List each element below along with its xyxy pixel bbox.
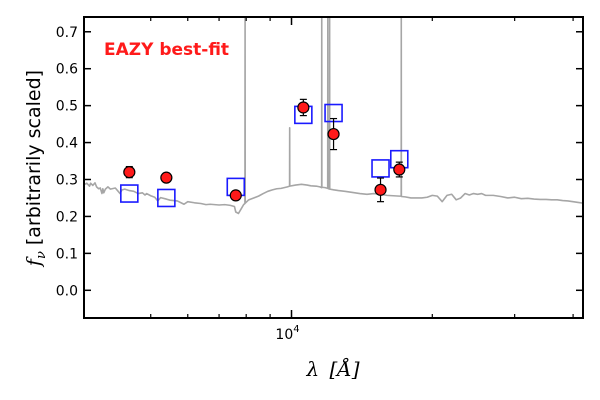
observed-point-5 <box>327 127 340 141</box>
y-axis-text: [arbitrarily scaled] <box>23 70 45 245</box>
y-tick-label-6: 0.6 <box>56 62 78 78</box>
y-tick-label-3: 0.3 <box>56 173 78 189</box>
x-axis-symbol: λ <box>305 357 319 381</box>
y-axis-label: fν [arbitrarily scaled] <box>23 70 49 268</box>
observed-point-6 <box>374 183 387 196</box>
fit-annotation: EAZY best-fit <box>104 40 229 60</box>
observed-point-3 <box>229 189 242 202</box>
model-point-2 <box>157 188 176 208</box>
y-tick-label-1: 0.1 <box>56 246 78 262</box>
y-tick-label-2: 0.2 <box>56 209 78 225</box>
x-tick-label-base: 10 <box>275 327 293 343</box>
model-point-6 <box>371 159 390 178</box>
y-axis-symbol: f <box>23 256 45 268</box>
x-axis-label: λ [Å] <box>305 356 359 381</box>
observed-point-4 <box>297 101 310 114</box>
x-axis-unit: [Å] <box>329 356 359 381</box>
plot-area <box>84 17 583 215</box>
y-tick-label-7: 0.7 <box>56 25 78 41</box>
y-tick-label-5: 0.5 <box>56 99 78 115</box>
plot-frame <box>83 16 584 319</box>
observed-point-2 <box>160 171 173 184</box>
y-tick-label-0: 0.0 <box>56 283 78 299</box>
x-tick-label-exponent: 4 <box>293 324 299 335</box>
model-point-1 <box>120 184 139 203</box>
x-tick-label-major: 104 <box>275 324 299 343</box>
y-tick-label-4: 0.4 <box>56 136 78 152</box>
observed-point-1 <box>123 166 136 179</box>
observed-photometry-layer <box>123 98 406 203</box>
axis-ticks: 0.0 0.1 0.2 0.3 0.4 0.5 0.6 0.7 104 <box>56 17 583 343</box>
observed-point-7 <box>393 163 406 176</box>
y-axis-subscript: ν <box>34 251 49 259</box>
